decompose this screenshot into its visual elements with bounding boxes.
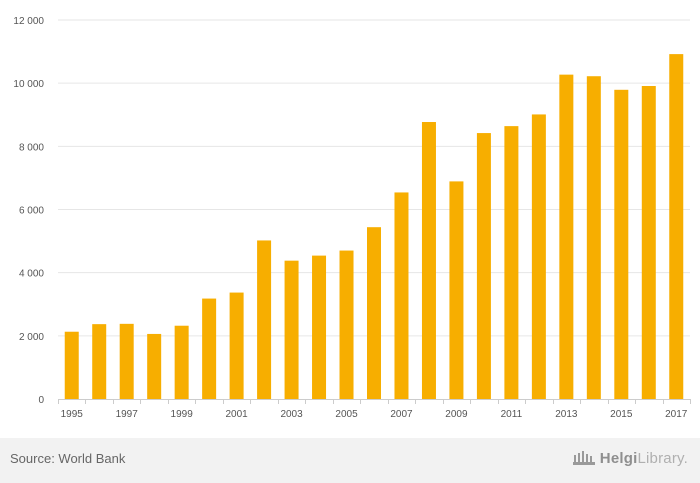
y-tick-label: 6 000 bbox=[19, 206, 44, 217]
library-icon bbox=[572, 451, 595, 465]
bar-2007 bbox=[394, 192, 409, 399]
bar-1999 bbox=[174, 325, 189, 399]
x-tick-label: 2017 bbox=[665, 409, 688, 420]
y-tick-label: 8 000 bbox=[19, 142, 44, 153]
bar-2004 bbox=[312, 255, 327, 399]
bar-2014 bbox=[586, 76, 601, 400]
bar-2009 bbox=[449, 181, 464, 399]
x-tick-label: 1997 bbox=[116, 409, 139, 420]
x-tick-label: 2015 bbox=[610, 409, 633, 420]
x-tick-label: 2001 bbox=[225, 409, 248, 420]
y-tick-label: 0 bbox=[38, 395, 44, 406]
bar-2012 bbox=[531, 114, 546, 399]
x-tick-label: 1999 bbox=[171, 409, 194, 420]
bar-2008 bbox=[421, 122, 436, 400]
logo-text-light: Library. bbox=[637, 449, 688, 467]
bar-2000 bbox=[202, 298, 217, 399]
bar-2011 bbox=[504, 126, 519, 400]
bar-1996 bbox=[92, 324, 107, 399]
y-tick-label: 12 000 bbox=[13, 16, 44, 27]
helgi-library-logo[interactable]: Helgi Library. bbox=[572, 449, 688, 467]
y-axis-ticks: 0 2 000 4 000 6 000 8 000 10 000 12 000 bbox=[13, 16, 44, 406]
bar-2015 bbox=[614, 89, 629, 399]
x-tick-label: 2005 bbox=[335, 409, 358, 420]
bar-2013 bbox=[559, 74, 574, 400]
bar-2003 bbox=[284, 260, 299, 399]
x-tick-label: 2007 bbox=[390, 409, 413, 420]
bar-2010 bbox=[476, 133, 491, 399]
x-tick-label: 2011 bbox=[501, 409, 523, 420]
x-axis-ticks: 1995 1997 1999 2001 2003 2005 2007 2009 2011 2013… bbox=[61, 409, 688, 420]
source-label: Source: World Bank bbox=[10, 451, 126, 466]
y-tick-label: 10 000 bbox=[13, 79, 44, 90]
bar-1995 bbox=[64, 331, 79, 399]
bar-1998 bbox=[147, 333, 162, 399]
bar-2002 bbox=[257, 240, 272, 399]
y-tick-label: 4 000 bbox=[19, 269, 44, 280]
bar-1997 bbox=[119, 323, 134, 399]
y-tick-label: 2 000 bbox=[19, 332, 44, 343]
grid-lines bbox=[58, 19, 690, 337]
x-axis bbox=[58, 399, 691, 404]
footer: Source: World Bank Helgi Library. bbox=[0, 438, 700, 483]
logo-text-strong: Helgi bbox=[599, 449, 638, 467]
x-tick-label: 1995 bbox=[61, 409, 84, 420]
x-tick-label: 2003 bbox=[280, 409, 303, 420]
x-tick-label: 2013 bbox=[555, 409, 578, 420]
bar-2006 bbox=[367, 227, 381, 399]
bar-2001 bbox=[229, 292, 244, 399]
x-tick-label: 2009 bbox=[445, 409, 468, 420]
bar-2005 bbox=[339, 250, 354, 399]
bar-2016 bbox=[641, 86, 656, 400]
bars bbox=[64, 54, 684, 400]
bar-2017 bbox=[669, 54, 684, 400]
